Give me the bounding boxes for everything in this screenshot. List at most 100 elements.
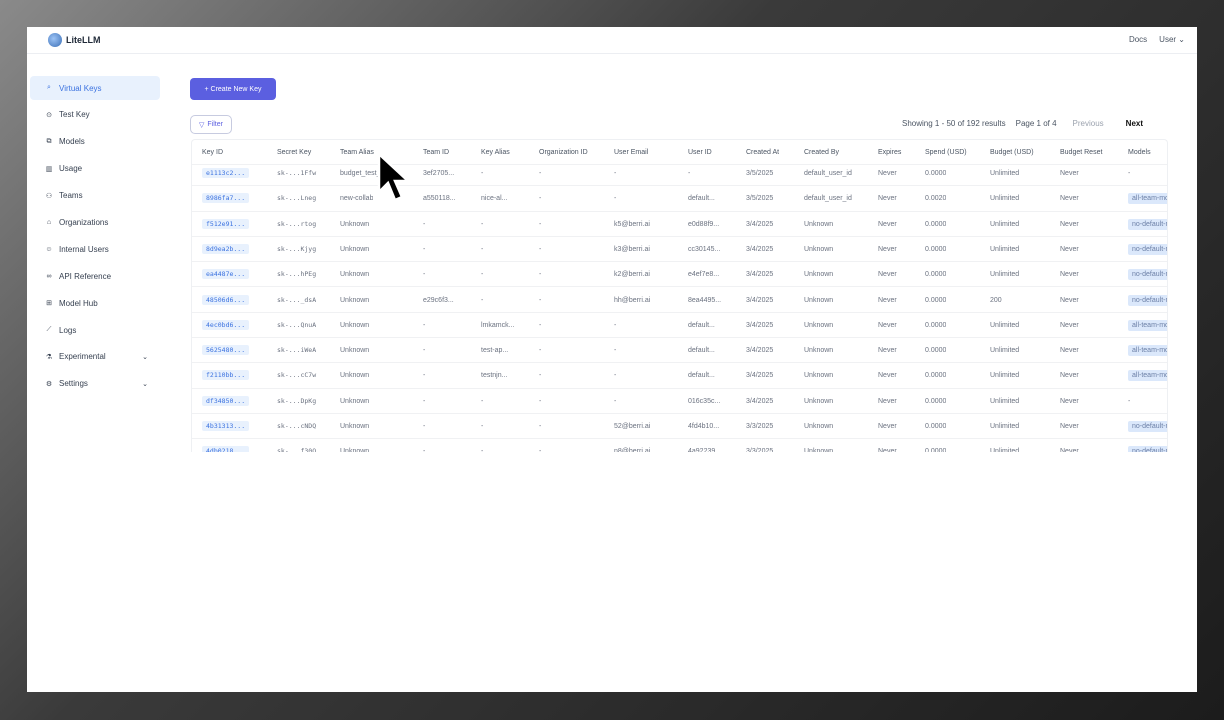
cell-created-at: 3/4/2025 bbox=[746, 271, 774, 279]
cell-expires: Never bbox=[878, 195, 897, 203]
api-link-icon: ∞ bbox=[46, 272, 52, 280]
column-header[interactable]: Key Alias bbox=[481, 149, 510, 156]
cell-user-email: - bbox=[614, 397, 617, 405]
sidebar-item-label: Test Key bbox=[59, 110, 90, 120]
column-header[interactable]: Team ID bbox=[423, 149, 450, 156]
chevron-down-icon[interactable]: ⌄ bbox=[142, 353, 148, 361]
user-menu[interactable]: User ⌄ bbox=[1159, 35, 1185, 44]
column-header[interactable]: Budget (USD) bbox=[990, 149, 1034, 156]
sidebar-item-models[interactable]: ⧉ Models bbox=[30, 130, 160, 154]
column-header[interactable]: Budget Reset bbox=[1060, 149, 1103, 156]
logo[interactable]: LiteLLM bbox=[48, 33, 101, 47]
cell-key-alias: - bbox=[481, 170, 484, 177]
page-indicator: Page 1 of 4 bbox=[1015, 119, 1057, 128]
cell-budget-usd-: Unlimited bbox=[990, 245, 1020, 253]
create-new-key-button[interactable]: + Create New Key bbox=[190, 78, 276, 100]
cell-key-alias: - bbox=[481, 220, 484, 228]
line-chart-icon: ⟋ bbox=[46, 326, 52, 334]
previous-button[interactable]: Previous bbox=[1072, 119, 1104, 128]
key-id-link[interactable]: f2110bb... bbox=[202, 370, 250, 381]
cell-team-alias: Unknown bbox=[340, 271, 370, 279]
table-row[interactable]: f512e91... sk-...rtog Unknown - - - k5@berri.a… bbox=[192, 212, 1167, 237]
sidebar-item-model-hub[interactable]: ⊞ Model Hub bbox=[30, 291, 160, 315]
sidebar-item-internal-users[interactable]: ☺ Internal Users bbox=[30, 237, 160, 261]
cell-user-email: hh@berri.ai bbox=[614, 296, 651, 304]
cell-budget-usd-: Unlimited bbox=[990, 170, 1020, 177]
sidebar-item-settings[interactable]: ⚙ Settings ⌄ bbox=[30, 372, 160, 396]
key-search-icon: ⌕ bbox=[47, 84, 51, 91]
sidebar-item-virtual-keys[interactable]: ⌕ Virtual Keys bbox=[30, 76, 160, 100]
sidebar-item-label: Virtual Keys bbox=[59, 83, 102, 93]
sidebar-item-label: Experimental bbox=[59, 352, 106, 362]
column-header[interactable]: Organization ID bbox=[539, 149, 588, 156]
cell-user-id: 4fd4b10... bbox=[688, 423, 720, 430]
chevron-down-icon[interactable]: ⌄ bbox=[142, 380, 148, 388]
sidebar-item-teams[interactable]: ⚇ Teams bbox=[30, 184, 160, 208]
next-button[interactable]: Next bbox=[1125, 119, 1144, 128]
cell-key-alias: - bbox=[481, 245, 484, 253]
key-id-link[interactable]: 4ec0bd6... bbox=[202, 319, 250, 330]
cell-created-by: Unknown bbox=[804, 271, 834, 279]
key-id-link[interactable]: 8986fa7... bbox=[202, 193, 250, 204]
table-row[interactable]: 8986fa7... sk-...Lneg new-collab a550118...… bbox=[192, 186, 1167, 212]
cell-organization-id: - bbox=[539, 195, 542, 203]
cell-expires: Never bbox=[878, 397, 897, 405]
secret-key: sk-...cNDQ bbox=[277, 422, 317, 430]
cell-spend-usd-: 0.0000 bbox=[925, 397, 947, 405]
cell-expires: Never bbox=[878, 271, 897, 279]
key-id-link[interactable]: e1113c2... bbox=[202, 168, 250, 178]
column-header[interactable]: Created By bbox=[804, 149, 840, 156]
model-badge: all-team-models bbox=[1128, 193, 1167, 205]
filter-button[interactable]: ▽ Filter bbox=[190, 115, 232, 134]
column-header[interactable]: Expires bbox=[878, 149, 902, 156]
table-row[interactable]: 4db0218... sk-...f30Q Unknown - - - n8@berri.a… bbox=[192, 439, 1167, 452]
cell-team-id: - bbox=[423, 271, 426, 279]
column-header[interactable]: Models bbox=[1128, 149, 1151, 156]
cell-team-alias: Unknown bbox=[340, 372, 370, 380]
sidebar-item-label: Models bbox=[59, 137, 85, 147]
table-row[interactable]: ea4487e... sk-...hPEg Unknown - - - k2@berri.a… bbox=[192, 262, 1167, 288]
cell-key-alias: - bbox=[481, 448, 484, 452]
model-badge: no-default-models bbox=[1128, 294, 1167, 306]
key-id-link[interactable]: ea4487e... bbox=[202, 269, 250, 280]
user-menu-label: User bbox=[1159, 35, 1177, 44]
key-id-link[interactable]: 48506d6... bbox=[202, 294, 250, 305]
sidebar-item-experimental[interactable]: ⚗ Experimental ⌄ bbox=[30, 345, 160, 369]
docs-link[interactable]: Docs bbox=[1128, 35, 1148, 44]
flask-icon: ⚗ bbox=[45, 353, 53, 361]
cell-created-by: Unknown bbox=[804, 347, 834, 355]
cell-created-at: 3/4/2025 bbox=[746, 296, 774, 304]
table-row[interactable]: 4ec0bd6... sk-...QnuA Unknown - lmkamck... - -… bbox=[192, 313, 1167, 339]
sidebar-item-organizations[interactable]: ⌂ Organizations bbox=[30, 210, 160, 234]
table-row[interactable]: 4b31313... sk-...cNDQ Unknown - - - 52@berri.a… bbox=[192, 414, 1167, 440]
table-row[interactable]: 5625480... sk-...iWeA Unknown - test-ap... - -… bbox=[192, 338, 1167, 364]
keys-table: Key ID Secret Key Team Alias Team ID Key Ali… bbox=[191, 139, 1168, 452]
column-header[interactable]: Spend (USD) bbox=[925, 149, 967, 156]
column-header[interactable]: Created At bbox=[746, 149, 780, 156]
column-header[interactable]: Team Alias bbox=[340, 149, 374, 156]
key-id-link[interactable]: 8d9ea2b... bbox=[202, 243, 250, 254]
key-id-link[interactable]: f512e91... bbox=[202, 218, 250, 229]
cell-budget-usd-: Unlimited bbox=[990, 423, 1020, 430]
secret-key: sk-...rtog bbox=[277, 219, 317, 228]
cell-organization-id: - bbox=[539, 245, 542, 253]
column-header[interactable]: User ID bbox=[688, 149, 712, 156]
column-header[interactable]: Key ID bbox=[202, 149, 224, 156]
sidebar-item-api-reference[interactable]: ∞ API Reference bbox=[30, 264, 160, 288]
table-row[interactable]: df34850... sk-...DpKg Unknown - - - - 016c35c..… bbox=[192, 389, 1167, 414]
key-id-link[interactable]: 4b31313... bbox=[202, 421, 250, 431]
sidebar-item-usage[interactable]: ▥ Usage bbox=[30, 157, 160, 181]
key-id-link[interactable]: 5625480... bbox=[202, 345, 250, 356]
sidebar-item-logs[interactable]: ⟋ Logs bbox=[30, 318, 160, 342]
table-row[interactable]: f2110bb... sk-...cC7w Unknown - testnjn... - -… bbox=[192, 363, 1167, 389]
column-header[interactable]: Secret Key bbox=[277, 149, 312, 156]
key-id-link[interactable]: 4db0218... bbox=[202, 446, 250, 452]
sidebar-item-test-key[interactable]: ⊙ Test Key bbox=[30, 103, 160, 127]
table-row[interactable]: 48506d6... sk-..._dsA Unknown e29c6f3... - - h… bbox=[192, 288, 1167, 313]
cell-spend-usd-: 0.0000 bbox=[925, 296, 947, 304]
table-row[interactable]: e1113c2... sk-...1Ffw budget_test_team 3ef2… bbox=[192, 161, 1167, 187]
column-header[interactable]: User Email bbox=[614, 149, 649, 156]
key-id-link[interactable]: df34850... bbox=[202, 395, 250, 406]
secret-key: sk-...DpKg bbox=[277, 396, 317, 405]
table-row[interactable]: 8d9ea2b... sk-...Kjyg Unknown - - - k3@berri.a… bbox=[192, 237, 1167, 263]
